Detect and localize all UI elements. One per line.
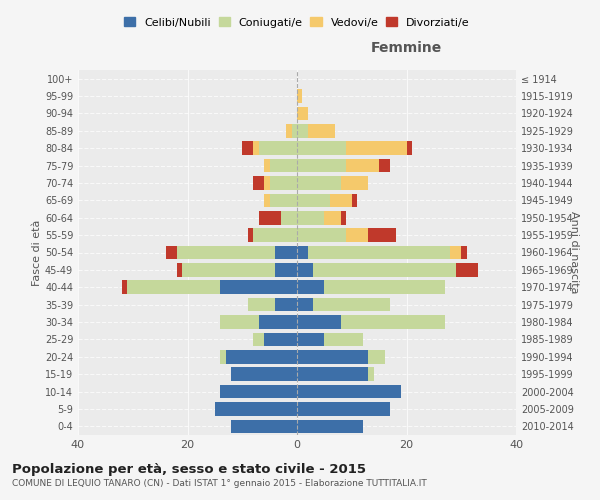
Bar: [313, 263, 456, 276]
Bar: [297, 385, 401, 398]
Bar: [297, 211, 325, 224]
Bar: [456, 263, 478, 276]
Bar: [325, 211, 341, 224]
Bar: [176, 246, 275, 260]
Bar: [264, 332, 297, 346]
Bar: [269, 176, 297, 190]
Bar: [297, 176, 341, 190]
Bar: [346, 159, 379, 172]
Bar: [182, 263, 275, 276]
Bar: [407, 142, 412, 155]
Bar: [269, 194, 297, 207]
Bar: [215, 402, 297, 415]
Bar: [253, 176, 264, 190]
Bar: [346, 142, 407, 155]
Bar: [269, 159, 297, 172]
Bar: [259, 142, 297, 155]
Legend: Celibi/Nubili, Coniugati/e, Vedovi/e, Divorziati/e: Celibi/Nubili, Coniugati/e, Vedovi/e, Di…: [124, 17, 470, 28]
Bar: [275, 246, 297, 260]
Bar: [297, 246, 308, 260]
Bar: [330, 194, 352, 207]
Bar: [127, 280, 220, 294]
Bar: [242, 142, 253, 155]
Bar: [264, 176, 269, 190]
Bar: [325, 332, 362, 346]
Bar: [220, 315, 259, 329]
Bar: [297, 332, 325, 346]
Bar: [297, 106, 308, 120]
Bar: [297, 90, 302, 103]
Bar: [220, 350, 226, 364]
Bar: [297, 298, 313, 312]
Bar: [379, 159, 390, 172]
Text: Femmine: Femmine: [371, 42, 442, 56]
Bar: [264, 159, 269, 172]
Bar: [297, 159, 346, 172]
Bar: [368, 228, 395, 242]
Bar: [281, 211, 297, 224]
Bar: [308, 246, 450, 260]
Y-axis label: Fasce di età: Fasce di età: [32, 220, 42, 286]
Bar: [286, 124, 292, 138]
Bar: [220, 280, 297, 294]
Bar: [248, 228, 253, 242]
Bar: [346, 228, 368, 242]
Bar: [253, 228, 297, 242]
Bar: [341, 211, 346, 224]
Bar: [292, 124, 297, 138]
Bar: [232, 368, 297, 381]
Bar: [297, 228, 346, 242]
Bar: [253, 332, 264, 346]
Bar: [352, 194, 357, 207]
Bar: [325, 280, 445, 294]
Bar: [297, 368, 368, 381]
Bar: [297, 280, 325, 294]
Bar: [264, 194, 269, 207]
Bar: [450, 246, 461, 260]
Text: COMUNE DI LEQUIO TANARO (CN) - Dati ISTAT 1° gennaio 2015 - Elaborazione TUTTITA: COMUNE DI LEQUIO TANARO (CN) - Dati ISTA…: [12, 478, 427, 488]
Bar: [341, 176, 368, 190]
Bar: [368, 368, 374, 381]
Bar: [308, 124, 335, 138]
Bar: [220, 385, 297, 398]
Bar: [176, 263, 182, 276]
Text: Popolazione per età, sesso e stato civile - 2015: Popolazione per età, sesso e stato civil…: [12, 462, 366, 475]
Bar: [297, 350, 368, 364]
Bar: [297, 194, 330, 207]
Bar: [297, 263, 313, 276]
Bar: [226, 350, 297, 364]
Bar: [341, 315, 445, 329]
Y-axis label: Anni di nascita: Anni di nascita: [569, 211, 579, 294]
Bar: [259, 211, 281, 224]
Bar: [313, 298, 390, 312]
Bar: [275, 263, 297, 276]
Bar: [297, 124, 308, 138]
Bar: [461, 246, 467, 260]
Bar: [297, 402, 390, 415]
Bar: [166, 246, 176, 260]
Bar: [232, 420, 297, 433]
Bar: [259, 315, 297, 329]
Bar: [122, 280, 127, 294]
Bar: [253, 142, 259, 155]
Bar: [297, 142, 346, 155]
Bar: [248, 298, 275, 312]
Bar: [297, 420, 362, 433]
Bar: [275, 298, 297, 312]
Bar: [368, 350, 385, 364]
Bar: [297, 315, 341, 329]
